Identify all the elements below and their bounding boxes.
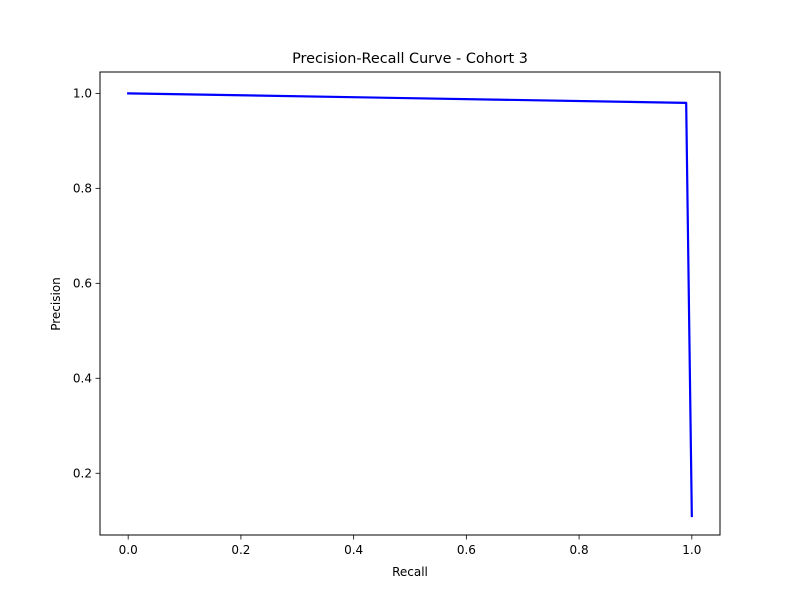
y-tick-label: 0.6 [73, 277, 92, 291]
x-tick-label: 0.8 [570, 543, 589, 557]
y-axis-ticks: 0.2 0.4 0.6 0.8 1.0 [73, 87, 100, 481]
x-tick-label: 1.0 [682, 543, 701, 557]
x-tick-label: 0.6 [457, 543, 476, 557]
series-line [127, 92, 693, 518]
chart-title: Precision-Recall Curve - Cohort 3 [292, 51, 528, 67]
x-axis-label: Recall [392, 565, 428, 579]
x-tick-label: 0.0 [119, 543, 138, 557]
y-tick-label: 1.0 [73, 87, 92, 101]
series-layer [127, 92, 693, 518]
y-tick-label: 0.2 [73, 467, 92, 481]
x-axis-ticks: 0.0 0.2 0.4 0.6 0.8 1.0 [119, 535, 701, 557]
x-tick-label: 0.4 [344, 543, 363, 557]
y-axis-label: Precision [49, 277, 63, 331]
x-tick-label: 0.2 [231, 543, 250, 557]
y-tick-label: 0.8 [73, 182, 92, 196]
y-tick-label: 0.4 [73, 372, 92, 386]
plot-frame [99, 71, 721, 536]
